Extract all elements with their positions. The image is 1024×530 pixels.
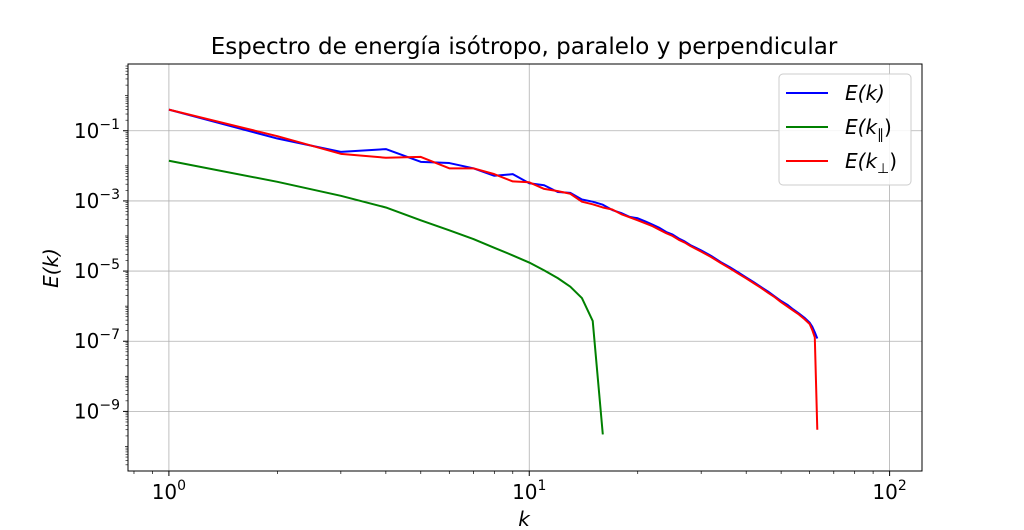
y-tick-label-base: 10	[74, 329, 99, 353]
x-tick-label-exp: 1	[538, 478, 547, 494]
legend-entry-label: E(k∥)	[845, 115, 892, 143]
legend: E(k)E(k∥)E(k⊥)	[778, 73, 912, 186]
legend-entry-close-paren: )	[889, 149, 897, 173]
legend-entry-close-paren: )	[884, 115, 892, 139]
y-tick-label-exp: −5	[99, 257, 120, 273]
series-line-2	[168, 108, 819, 430]
legend-entry-main: E(k)	[845, 81, 885, 105]
y-axis-label: E(k)	[39, 248, 63, 288]
x-axis-label: k	[518, 507, 531, 530]
y-tick-label-base: 10	[74, 399, 99, 423]
y-tick-label-base: 10	[74, 259, 99, 283]
x-tick-label-base: 10	[872, 480, 897, 504]
legend-box	[778, 73, 912, 186]
series-line-0	[168, 108, 819, 339]
y-tick-label-base: 10	[74, 119, 99, 143]
y-tick-label-base: 10	[74, 189, 99, 213]
x-tick-label-exp: 0	[177, 478, 186, 494]
y-tick-label: 10−1	[74, 117, 120, 143]
legend-entry-label: E(k)	[845, 81, 885, 105]
legend-entry-subscript: ∥	[877, 127, 884, 143]
y-tick-label: 10−5	[74, 257, 120, 283]
x-tick-label-base: 10	[512, 480, 537, 504]
series-layer	[168, 108, 819, 435]
y-tick-label: 10−9	[74, 397, 120, 423]
x-tick-label: 100	[152, 478, 186, 504]
legend-entry-label: E(k⊥)	[845, 149, 897, 177]
y-tick-label-exp: −9	[99, 397, 120, 413]
y-tick-label-exp: −1	[99, 117, 120, 133]
y-tick-label: 10−3	[74, 187, 120, 213]
y-tick-label-exp: −3	[99, 187, 120, 203]
x-tick-label-base: 10	[152, 480, 177, 504]
x-tick-label: 102	[872, 478, 906, 504]
series-line-1	[168, 159, 604, 435]
y-tick-label-exp: −7	[99, 327, 120, 343]
legend-entry-main: E(k	[845, 149, 878, 173]
plot-frame	[127, 63, 923, 472]
legend-entry-subscript: ⊥	[877, 161, 889, 177]
chart-title: Espectro de energía isótropo, paralelo y…	[211, 34, 838, 60]
x-tick-label: 101	[512, 478, 546, 504]
x-tick-label-exp: 2	[898, 478, 907, 494]
y-tick-label: 10−7	[74, 327, 120, 353]
legend-entry-main: E(k	[845, 115, 878, 139]
